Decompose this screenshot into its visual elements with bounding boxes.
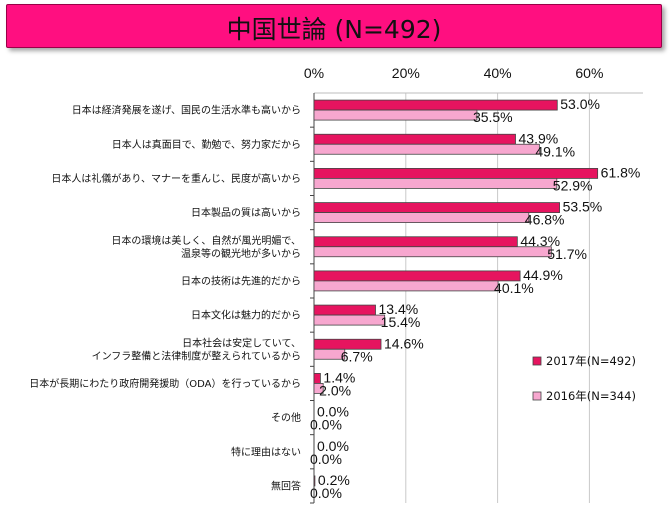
- category-label-line: 温泉等の観光地が多いから: [181, 247, 301, 260]
- data-label: 53.0%: [560, 96, 600, 112]
- bar-2017: [313, 475, 316, 487]
- category-label: 日本の技術は先進的だから: [181, 274, 301, 287]
- data-label: 0.0%: [310, 485, 342, 501]
- data-label: 1.4%: [323, 369, 355, 385]
- category-label: 日本人は礼儀があり、マナーを重んじ、民度が高いから: [51, 172, 301, 185]
- category-label: 日本が長期にわたり政府開発援助（ODA）を行っているから: [29, 377, 301, 390]
- data-label: 15.4%: [381, 314, 421, 330]
- category-label: 日本製品の質は高いから: [191, 206, 301, 219]
- bar-2016: [313, 178, 558, 189]
- data-label: 6.7%: [341, 348, 373, 364]
- category-label: 特に理由はない: [231, 445, 301, 458]
- category-label: 日本文化は魅力的だから: [191, 309, 301, 322]
- category-label-line: 日本の環境は美しく、自然が風光明媚で、: [111, 234, 301, 247]
- data-label: 53.5%: [563, 199, 603, 215]
- chart-title: 中国世論 (N=492): [226, 15, 442, 44]
- category-label: 無回答: [271, 479, 301, 492]
- data-label: 35.5%: [473, 109, 513, 125]
- bar-2016: [313, 314, 386, 326]
- data-label: 2.0%: [319, 382, 351, 398]
- data-label: 40.1%: [494, 280, 534, 296]
- category-label: 日本の環境は美しく、自然が風光明媚で、温泉等の観光地が多いから: [111, 234, 301, 260]
- title-banner: 中国世論 (N=492): [6, 4, 662, 48]
- category-label-line: インフラ整備と法律制度が整えられているから: [92, 349, 301, 362]
- data-label: 0.0%: [317, 438, 349, 454]
- data-label: 44.9%: [523, 267, 563, 283]
- data-label: 61.8%: [601, 164, 641, 180]
- legend-label: 2016年(N=344): [546, 389, 636, 403]
- bar-2017: [313, 133, 516, 145]
- data-label: 0.0%: [310, 451, 342, 467]
- category-label: 日本は経済発展を遂げ、国民の生活水準も高いから: [72, 104, 301, 117]
- data-label: 0.2%: [318, 472, 350, 488]
- data-label: 0.0%: [310, 417, 342, 433]
- bar-2016: [313, 143, 540, 155]
- category-label: 日本社会は安定していて、インフラ整備と法律制度が整えられているから: [92, 336, 301, 362]
- bar-2017: [313, 236, 518, 248]
- bar-2016: [313, 246, 552, 258]
- category-label-line: 日本社会は安定していて、: [182, 336, 301, 349]
- bar-2017: [313, 304, 376, 316]
- data-label: 44.3%: [520, 233, 560, 249]
- bar-2016: [313, 348, 346, 360]
- bar-2017: [313, 338, 382, 350]
- bar-2016: [313, 280, 499, 292]
- category-label: その他: [271, 411, 301, 424]
- legend-label: 2017年(N=492): [546, 354, 636, 368]
- data-label: 51.7%: [547, 246, 587, 262]
- bar-2016: [313, 212, 530, 223]
- data-label: 46.8%: [525, 212, 565, 228]
- bar-2017: [313, 202, 560, 213]
- data-label: 49.1%: [535, 143, 575, 159]
- x-tick-label: 60%: [575, 65, 603, 81]
- data-label: 0.0%: [317, 404, 349, 420]
- x-tick-label: 40%: [484, 65, 512, 81]
- x-tick-label: 0%: [304, 65, 324, 81]
- data-label: 13.4%: [379, 301, 419, 317]
- bar-2017: [313, 270, 521, 282]
- data-label: 43.9%: [519, 130, 559, 146]
- category-label: 日本人は真面目で、勤勉で、努力家だから: [112, 138, 301, 151]
- bar-2016: [313, 383, 324, 394]
- bar-2016: [313, 109, 478, 121]
- data-label: 52.9%: [553, 177, 593, 193]
- data-label: 14.6%: [384, 335, 424, 351]
- legend-swatch: [532, 391, 542, 401]
- legend-swatch: [532, 356, 542, 366]
- x-tick-label: 20%: [392, 65, 420, 81]
- bar-2017: [313, 99, 558, 111]
